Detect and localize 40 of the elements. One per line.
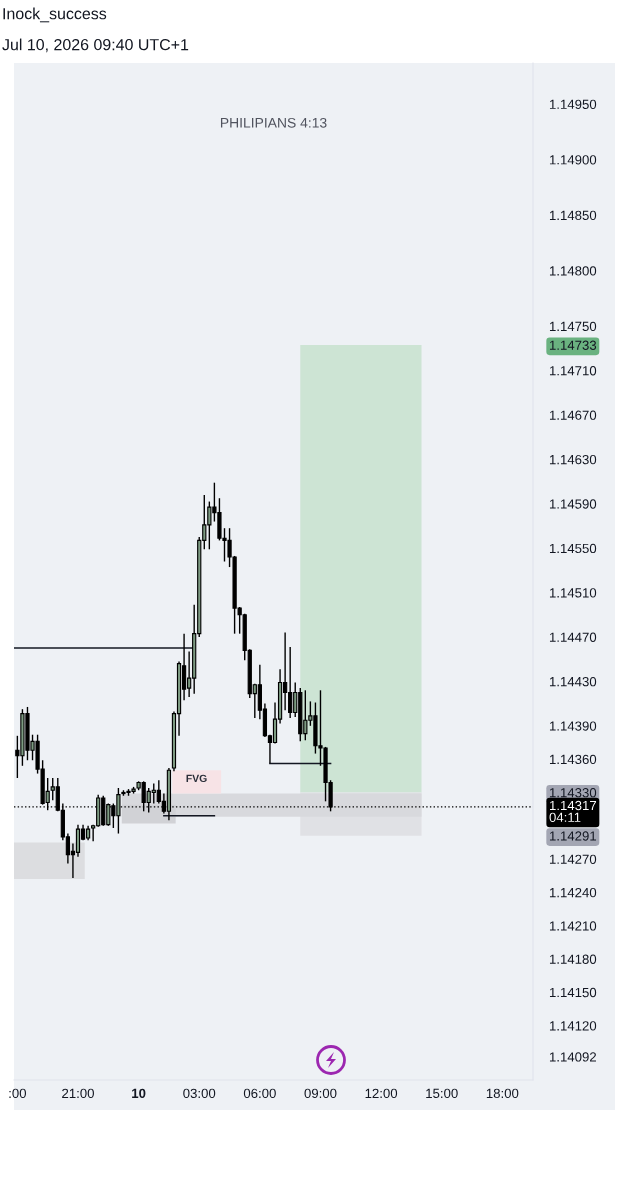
y-tick-label: 1.14150: [549, 987, 597, 998]
y-tick-label: 1.14120: [549, 1021, 597, 1031]
x-tick-label: 21:00: [62, 1088, 94, 1099]
x-tick-label: 03:00: [183, 1088, 216, 1099]
y-tick-label: 1.14510: [549, 588, 597, 598]
candlestick: [75, 823, 81, 858]
y-tick-label: 1.14360: [549, 754, 597, 765]
y-tick-label: 1.14270: [549, 854, 597, 864]
annotation: FVG: [186, 774, 207, 783]
x-tick-label: 18:00: [486, 1088, 519, 1099]
x-tick-label: 15:00: [426, 1088, 458, 1099]
y-tick-label: 1.14800: [549, 266, 597, 276]
y-tick-label: 1.14950: [549, 99, 597, 109]
y-tick-label: 1.14180: [549, 954, 597, 964]
x-tick-label: 06:00: [243, 1088, 276, 1099]
y-tick-label: 1.14470: [549, 632, 597, 642]
y-tick-label: 1.14330: [549, 788, 597, 798]
y-tick-label: 1.14210: [549, 921, 597, 931]
y-tick-label: 1.14630: [549, 454, 597, 465]
y-tick-label: 1.14092: [549, 1052, 596, 1062]
text: Inock_success: [3, 7, 107, 23]
y-tick-label: 1.14670: [549, 410, 597, 420]
ref-line-label: 1.14317 04:11: [549, 800, 597, 822]
y-tick-label: 1.14390: [549, 721, 597, 731]
y-tick-label: 1.14733: [549, 340, 597, 350]
text: PHILIPIANS 4:13: [220, 117, 327, 128]
y-tick-label: 1.14900: [549, 155, 597, 165]
y-tick-label: 1.14430: [549, 676, 597, 687]
y-tick-label: 1.14291: [549, 831, 597, 841]
x-tick-label: 10: [132, 1088, 146, 1099]
y-tick-label: 1.14750: [549, 321, 597, 332]
y-tick-label: 1.14710: [549, 366, 597, 376]
text: Jul 10, 2026 09:40 UTC+1: [2, 38, 189, 53]
y-tick-label: 1.14850: [549, 210, 597, 221]
x-tick-label: 12:00: [365, 1088, 398, 1099]
x-tick-label: :00: [9, 1088, 27, 1099]
y-tick-label: 1.14590: [549, 499, 597, 509]
y-tick-label: 1.14550: [549, 543, 597, 554]
x-tick-label: 09:00: [304, 1088, 337, 1099]
y-tick-label: 1.14240: [549, 887, 597, 898]
